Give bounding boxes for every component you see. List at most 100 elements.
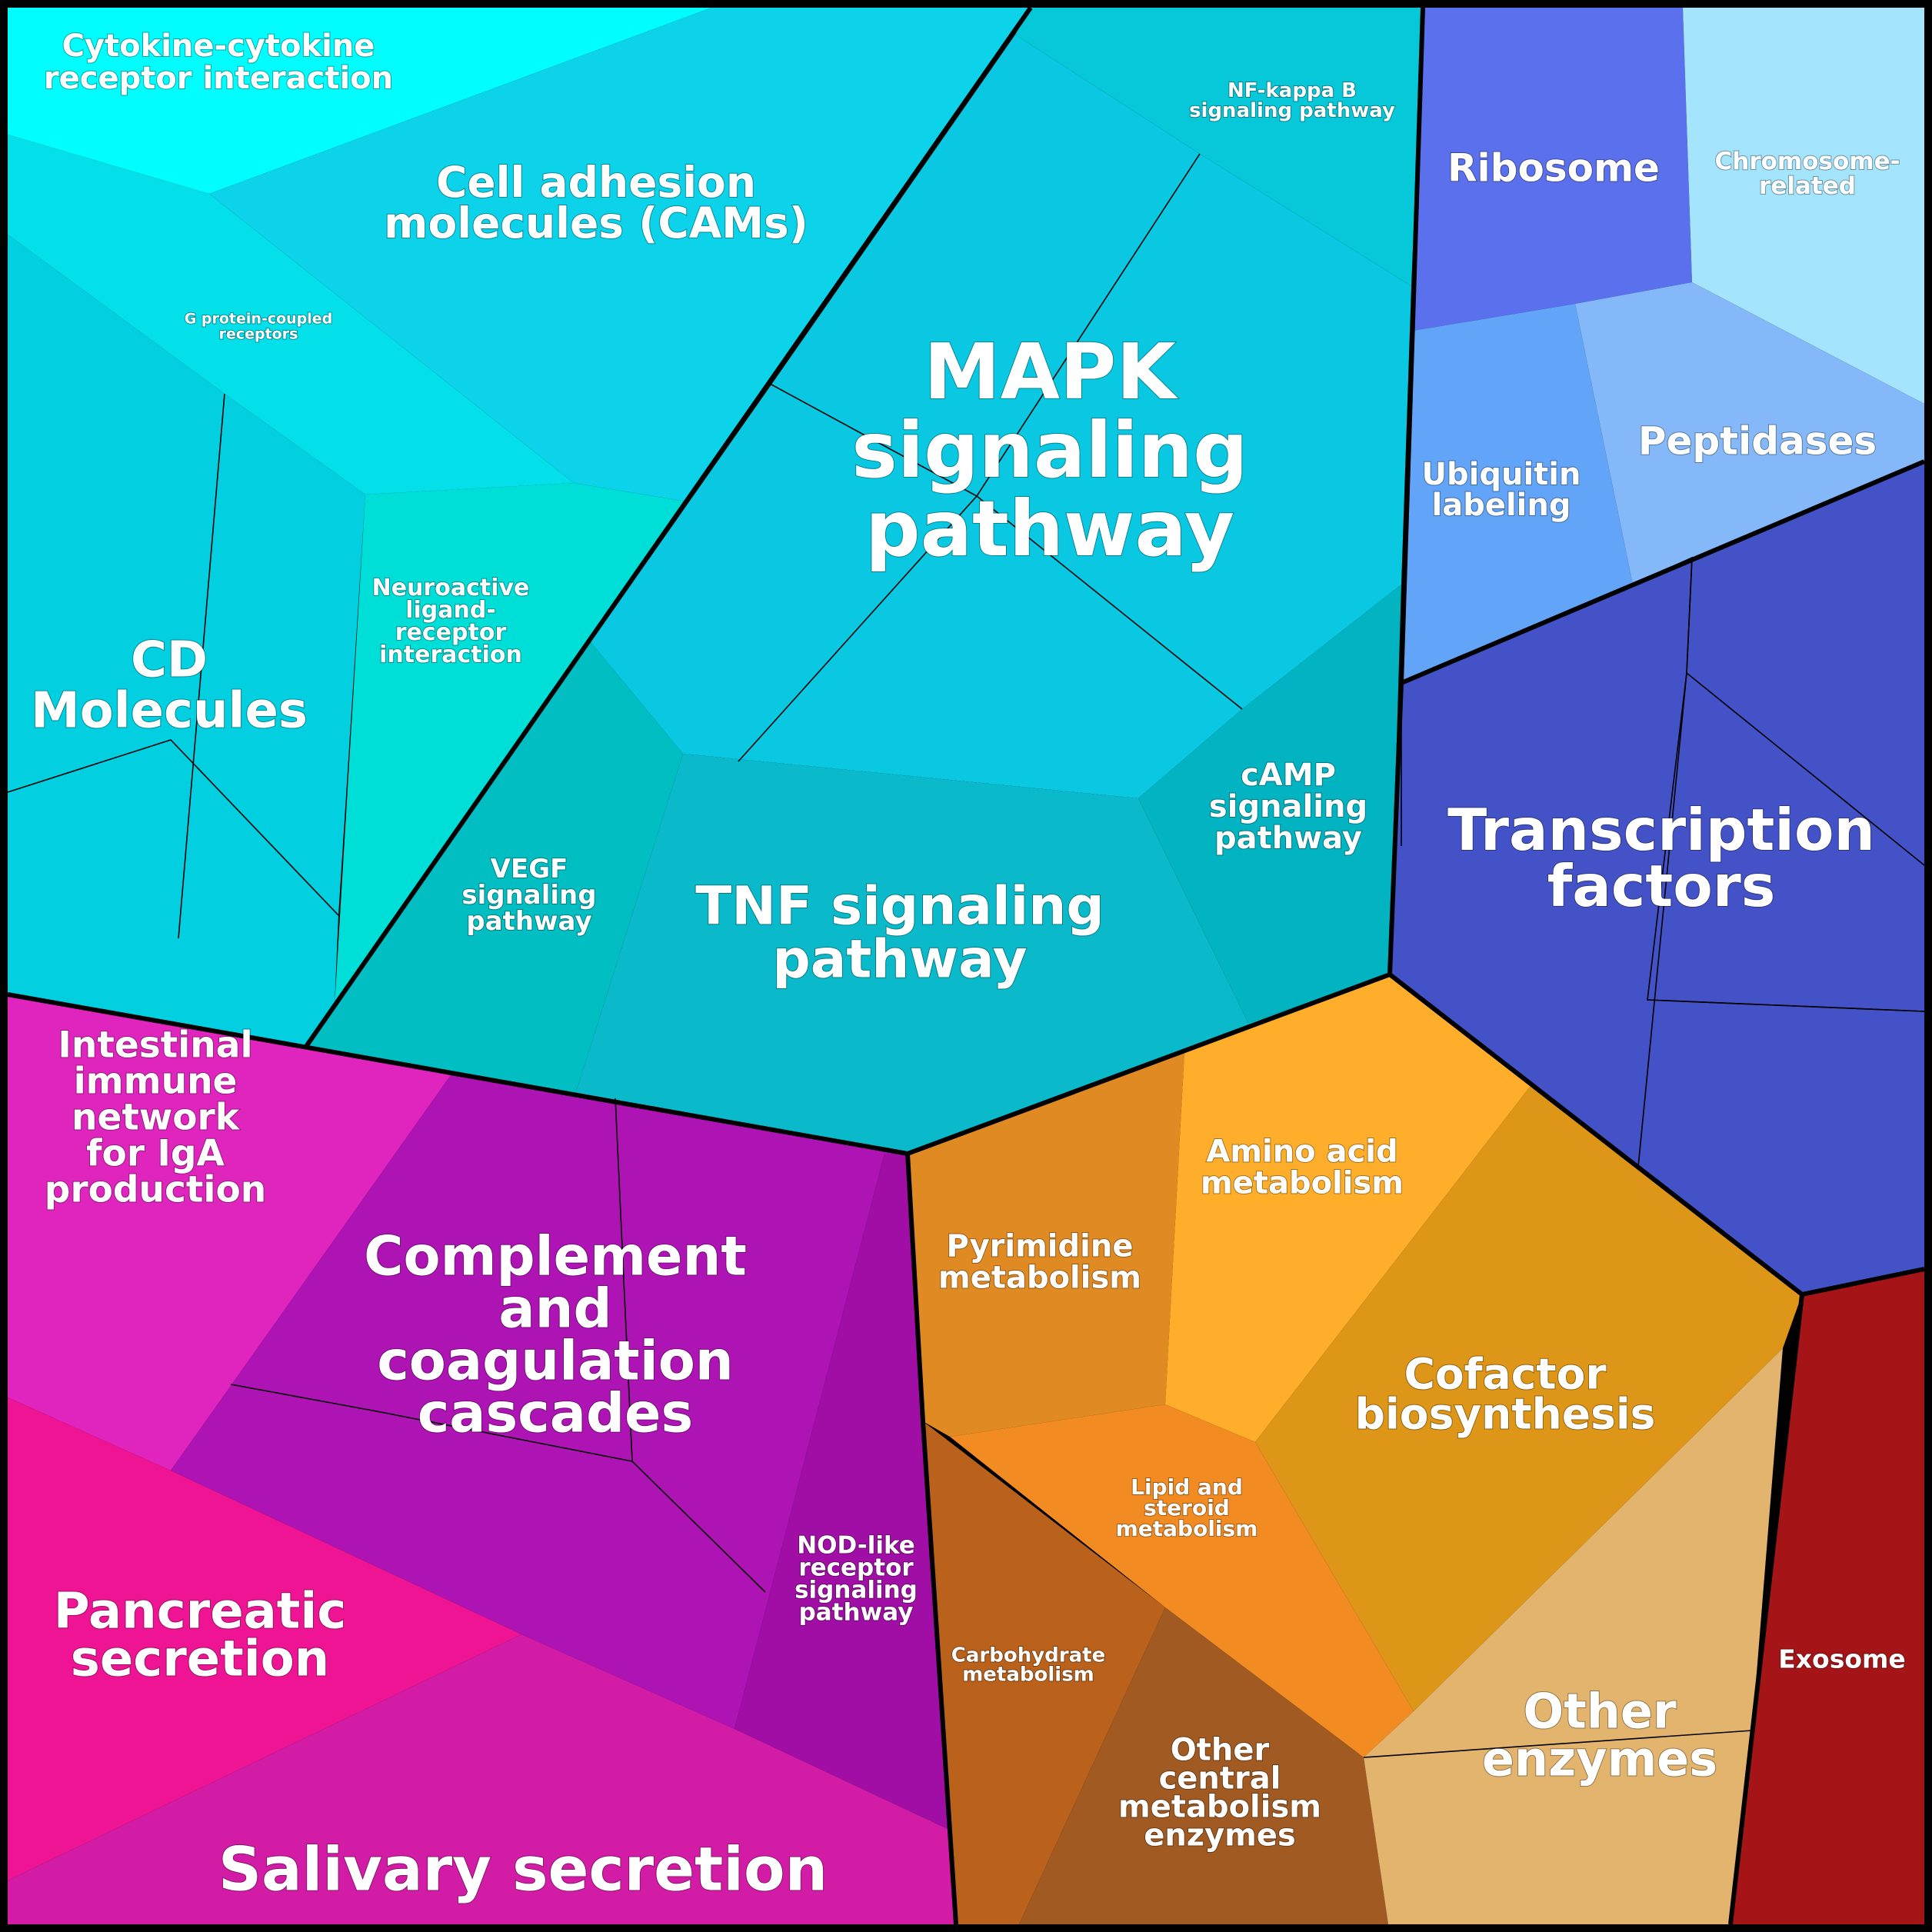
label-line: signaling: [794, 1576, 918, 1604]
cell-other-central-metabolism[interactable]: [1019, 1607, 1388, 1924]
cell-carbohydrate-metabolism[interactable]: [923, 1421, 1165, 1924]
label-line: metabolism: [1118, 1790, 1321, 1825]
label-gpcr: G protein-coupled receptors: [185, 311, 333, 343]
cell-nf-kappa-b-signaling[interactable]: [1015, 8, 1423, 286]
cell-tnf-signaling-pathway[interactable]: [575, 754, 1390, 1154]
label-tnf: TNF signaling pathway: [695, 876, 1104, 991]
label-line: ligand-: [405, 597, 496, 624]
label-peptidases: Peptidases: [1638, 419, 1877, 464]
label-line: metabolism: [1201, 1166, 1404, 1201]
label-line: pathway: [772, 929, 1027, 991]
label-line: pathway: [1214, 821, 1362, 856]
label-line: coagulation: [377, 1330, 733, 1393]
cell-chromosome-related[interactable]: [1683, 8, 1924, 404]
label-line: Amino acid: [1206, 1134, 1397, 1170]
cell-exosome[interactable]: [1730, 1269, 1924, 1924]
cell-mapk-signaling-pathway[interactable]: [591, 35, 1411, 798]
label-line: Complement: [364, 1225, 747, 1288]
label-line: metabolism: [962, 1664, 1094, 1687]
label-transcription-factors: Transcription factors: [1447, 796, 1875, 920]
cell-pancreatic-secretion[interactable]: [8, 1397, 521, 1880]
cell-complement-coagulation[interactable]: [171, 1075, 908, 1729]
label-line: metabolism: [938, 1261, 1141, 1296]
cell-lipid-steroid-metabolism[interactable]: [950, 1404, 1414, 1757]
label-line: NOD-like: [797, 1531, 915, 1559]
label-line: production: [45, 1168, 266, 1211]
label-line: Pyrimidine: [947, 1229, 1134, 1264]
label-line: Cell adhesion: [436, 158, 756, 207]
label-salivary: Salivary secretion: [218, 1835, 828, 1904]
label-cd-molecules: CD Molecules: [31, 631, 308, 739]
label-line: factors: [1547, 852, 1776, 920]
cell-transcription-factors[interactable]: [1390, 461, 1924, 1294]
label-other-enzymes: Other enzymes: [1482, 1684, 1717, 1787]
label-line: Carbohydrate: [951, 1644, 1105, 1667]
label-lipid-steroid: Lipid and steroid metabolism: [1116, 1474, 1258, 1541]
label-line: signaling: [851, 405, 1247, 495]
label-line: VEGF: [491, 854, 568, 884]
label-line: Peptidases: [1638, 419, 1877, 464]
label-line: signaling: [461, 880, 596, 911]
label-pancreatic: Pancreatic secretion: [54, 1583, 347, 1687]
label-cofactor: Cofactor biosynthesis: [1355, 1349, 1656, 1438]
label-line: MAPK: [924, 327, 1178, 417]
label-line: Lipid and: [1131, 1474, 1243, 1500]
label-line: immune: [74, 1060, 238, 1102]
label-line: network: [72, 1096, 241, 1138]
label-line: Molecules: [31, 682, 308, 739]
label-line: Transcription: [1447, 796, 1875, 864]
label-line: NF-kappa B: [1227, 79, 1357, 102]
label-line: pathway: [466, 906, 591, 937]
label-line: Intestinal: [58, 1024, 252, 1066]
label-line: TNF signaling: [695, 876, 1104, 938]
cell-cell-adhesion-molecules[interactable]: [209, 8, 1031, 501]
label-other-central: Other central metabolism enzymes: [1118, 1733, 1321, 1854]
cell-amino-acid-metabolism[interactable]: [1165, 974, 1531, 1442]
label-line: steroid: [1144, 1495, 1230, 1521]
cell-camp-signaling-pathway[interactable]: [1138, 585, 1401, 1023]
cell-peptidases[interactable]: [1575, 282, 1924, 585]
label-line: cAMP: [1241, 758, 1336, 793]
label-line: Ubiquitin: [1422, 457, 1581, 492]
label-ribosome: Ribosome: [1447, 146, 1660, 191]
label-line: Other: [1523, 1684, 1677, 1740]
label-mapk: MAPK signaling pathway: [851, 327, 1247, 574]
region-labels: Cytokine-cytokine receptor interaction Ce…: [30, 28, 1907, 1905]
cell-cofactor-biosynthesis[interactable]: [1255, 1086, 1802, 1711]
cell-ubiquitin-labeling[interactable]: [1401, 304, 1633, 683]
cell-nod-like-receptor[interactable]: [734, 1154, 948, 1829]
label-line: Other: [1171, 1733, 1270, 1768]
cell-cytokine-cytokine[interactable]: [8, 8, 711, 194]
cell-cd-molecules[interactable]: [8, 235, 365, 1048]
cell-salivary-secretion[interactable]: [8, 1634, 956, 1924]
label-line: Chromosome-: [1715, 148, 1900, 175]
label-line: pathway: [865, 484, 1234, 574]
label-line: interaction: [379, 641, 522, 668]
label-line: Ribosome: [1447, 146, 1660, 191]
cell-ribosome[interactable]: [1413, 8, 1692, 331]
cell-intestinal-immune-network-iga[interactable]: [8, 994, 451, 1471]
label-line: and: [498, 1277, 611, 1341]
label-exosome: Exosome: [1778, 1644, 1906, 1674]
label-line: signaling pathway: [1189, 99, 1395, 122]
label-line: receptor: [798, 1554, 914, 1581]
cell-vegf-signaling-pathway[interactable]: [305, 642, 683, 1094]
label-line: biosynthesis: [1355, 1389, 1656, 1438]
label-line: receptors: [219, 326, 298, 343]
label-line: central: [1159, 1761, 1281, 1797]
cell-other-enzymes[interactable]: [1364, 1348, 1783, 1924]
cell-g-protein-coupled-receptors[interactable]: [8, 135, 574, 495]
label-line: enzymes: [1482, 1731, 1717, 1787]
label-line: Neuroactive: [372, 575, 530, 601]
label-vegf: VEGF signaling pathway: [461, 854, 596, 937]
label-line: receptor: [395, 619, 507, 646]
label-intestinal-iga: Intestinal immune network for IgA production: [45, 1024, 266, 1211]
cell-pyrimidine-metabolism[interactable]: [908, 1052, 1184, 1437]
label-line: Cofactor: [1404, 1349, 1607, 1398]
label-line: enzymes: [1144, 1818, 1296, 1854]
label-line: CD: [131, 631, 208, 688]
label-line: cascades: [418, 1382, 693, 1445]
label-line: signaling: [1209, 789, 1367, 824]
